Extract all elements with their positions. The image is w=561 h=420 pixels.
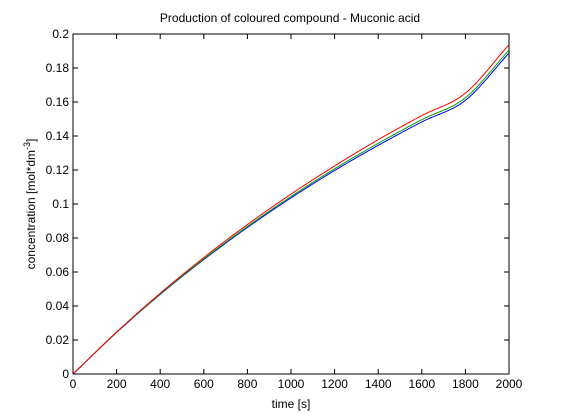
- x-tick-label-2: 400: [150, 377, 170, 391]
- x-tick-label-8: 1600: [408, 377, 435, 391]
- y-tick-label-3: 0.06: [46, 265, 70, 279]
- series-line-2: [72, 44, 510, 375]
- y-tick-label-1: 0.02: [46, 333, 70, 347]
- x-tick-label-9: 1800: [452, 377, 479, 391]
- y-tick-label-10: 0.2: [52, 27, 69, 41]
- plot-area-frame: [72, 33, 510, 375]
- y-tick-label-5: 0.1: [52, 197, 69, 211]
- chart-title: Production of coloured compound - Muconi…: [160, 11, 420, 25]
- series-layer: [72, 44, 510, 375]
- x-tick-label-6: 1200: [321, 377, 348, 391]
- x-tick-label-3: 600: [194, 377, 214, 391]
- y-axis-label: concentration [mol*dm-3]: [22, 139, 38, 270]
- y-axis: 0 0.02 0.04 0.06 0.08 0.1 0.12 0.14 0.16 0.18 0.2: [46, 27, 509, 381]
- series-line-0: [72, 52, 510, 375]
- x-tick-label-4: 800: [237, 377, 257, 391]
- x-axis-label: time [s]: [272, 397, 311, 411]
- y-tick-label-8: 0.16: [46, 95, 70, 109]
- y-tick-label-7: 0.14: [46, 129, 70, 143]
- x-tick-label-7: 1400: [365, 377, 392, 391]
- y-tick-label-4: 0.08: [46, 231, 70, 245]
- series-line-1: [72, 49, 510, 375]
- y-tick-label-2: 0.04: [46, 299, 70, 313]
- x-axis: 0 200 400 600 800 1000 1200 1400 1600 1800 2000: [70, 34, 523, 391]
- x-tick-label-1: 200: [107, 377, 127, 391]
- y-tick-label-9: 0.18: [46, 61, 70, 75]
- y-tick-label-6: 0.12: [46, 163, 70, 177]
- x-tick-label-10: 2000: [496, 377, 523, 391]
- y-tick-label-0: 0: [62, 367, 69, 381]
- x-tick-label-5: 1000: [278, 377, 305, 391]
- x-tick-label-0: 0: [70, 377, 77, 391]
